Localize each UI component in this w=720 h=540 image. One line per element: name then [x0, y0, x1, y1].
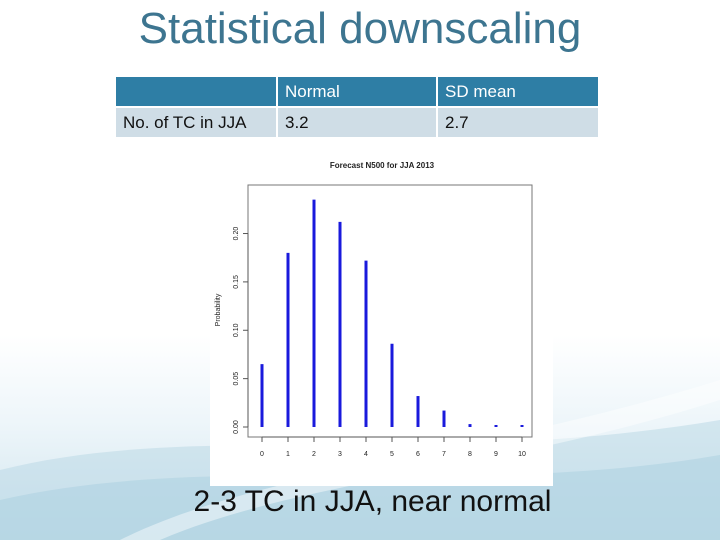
table-header-row: Normal SD mean [116, 77, 600, 108]
x-tick-label: 3 [338, 451, 342, 458]
y-tick-label: 0.15 [233, 275, 240, 289]
stats-table: Normal SD mean No. of TC in JJA 3.2 2.7 [116, 77, 600, 139]
table-header-cell: Normal [277, 77, 438, 108]
chart-title: Forecast N500 for JJA 2013 [330, 161, 435, 170]
x-tick-label: 9 [494, 451, 498, 458]
table-row: No. of TC in JJA 3.2 2.7 [116, 107, 600, 139]
table-cell: No. of TC in JJA [116, 107, 278, 139]
probability-chart: Forecast N500 for JJA 2013 Probability 0… [215, 161, 533, 458]
x-tick-label: 2 [312, 451, 316, 458]
y-tick-label: 0.10 [233, 323, 240, 337]
x-tick-label: 0 [260, 451, 264, 458]
y-tick-label: 0.20 [233, 227, 240, 241]
table-header-cell: SD mean [437, 77, 600, 108]
slide-caption: 2-3 TC in JJA, near normal [193, 485, 552, 518]
y-tick-label: 0.05 [233, 372, 240, 386]
table-cell: 3.2 [277, 107, 438, 139]
table-cell: 2.7 [437, 107, 600, 139]
x-tick-label: 4 [364, 451, 368, 458]
x-tick-label: 5 [390, 451, 394, 458]
slide-title: Statistical downscaling [138, 4, 582, 53]
y-axis-label: Probability [215, 293, 222, 326]
x-tick-label: 10 [518, 451, 526, 458]
plot-box [247, 184, 533, 438]
x-tick-label: 8 [468, 451, 472, 458]
x-tick-label: 1 [286, 451, 290, 458]
chart-frame: Forecast N500 for JJA 2013 Probability 0… [210, 145, 553, 486]
x-tick-label: 6 [416, 451, 420, 458]
y-tick-label: 0.00 [233, 420, 240, 434]
x-tick-label: 7 [442, 451, 446, 458]
table-header-cell [116, 77, 278, 108]
